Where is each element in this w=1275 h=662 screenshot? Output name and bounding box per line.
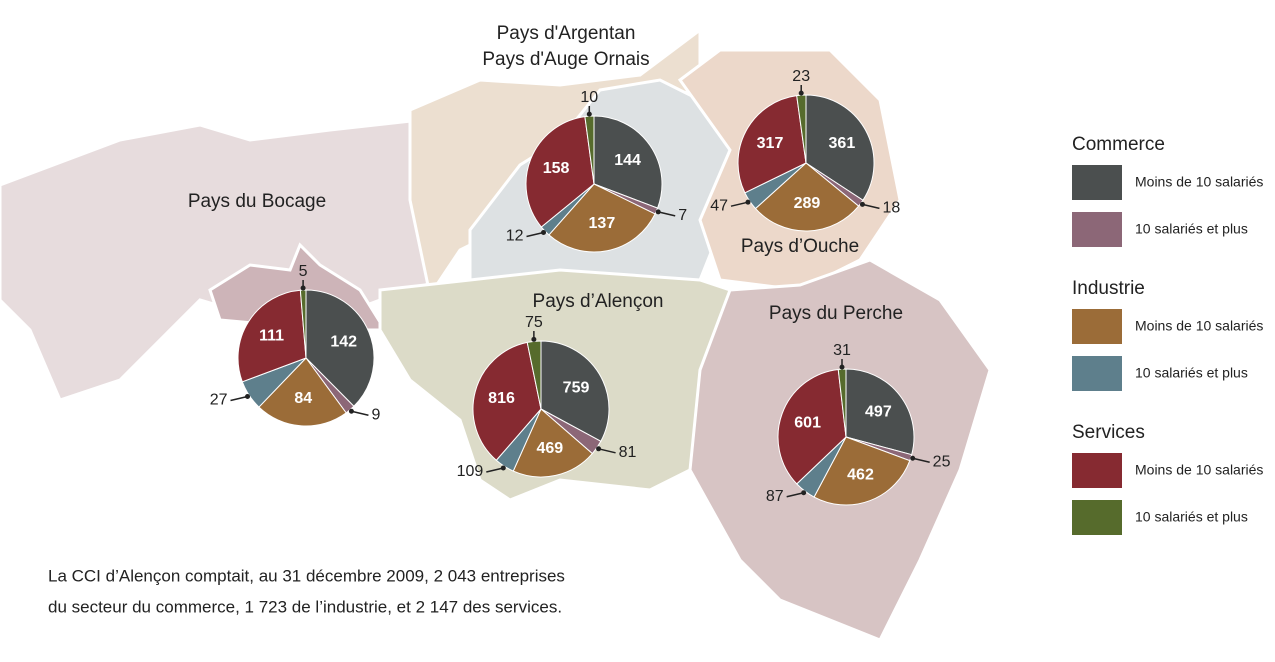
legend-label: 10 salariés et plus (1135, 365, 1248, 381)
leader-dot (859, 201, 865, 207)
slice-label: 361 (829, 135, 856, 152)
legend-swatch (1072, 165, 1122, 200)
leader-dot (300, 285, 306, 291)
leader-dot (910, 455, 916, 461)
pie-slice (305, 289, 375, 407)
leader-line (912, 457, 930, 464)
pie-slice (472, 341, 542, 461)
leader-dot (596, 446, 602, 452)
slice-label: 47 (710, 197, 728, 214)
leader-dot (541, 229, 547, 235)
slice-label: 137 (589, 215, 616, 232)
legend-label: Moins de 10 salariés (1135, 462, 1263, 478)
legend-title: Commerce (1072, 134, 1165, 155)
slice-label: 144 (614, 152, 641, 169)
leader-line (658, 211, 676, 217)
pie-slice (777, 368, 847, 485)
leader-dot (745, 199, 751, 205)
pie-slice (237, 289, 307, 383)
note: du secteur du commerce, 1 723 de l’indus… (48, 597, 562, 616)
leader-dot (245, 393, 251, 399)
slice-label: 87 (766, 488, 784, 505)
slice-label: 7 (678, 207, 687, 224)
leader-dot (655, 209, 661, 215)
pie-slice (754, 162, 860, 232)
leader-line (486, 467, 504, 473)
region-label: Pays d’Alençon (533, 291, 664, 312)
region-label: Pays d’Ouche (741, 236, 859, 257)
slice-label: 469 (536, 440, 563, 457)
legend-label: 10 salariés et plus (1135, 221, 1248, 237)
legend-label: Moins de 10 salariés (1135, 318, 1263, 334)
pie-slice (548, 183, 656, 253)
leader-line (230, 395, 248, 402)
slice-label: 18 (882, 200, 900, 217)
leader-dot (500, 465, 506, 471)
slice-label: 10 (580, 89, 598, 106)
slice-label: 462 (847, 466, 874, 483)
slice-label: 31 (833, 342, 851, 359)
leader-dot (531, 336, 537, 342)
leader-line (730, 201, 749, 207)
slice-label: 601 (794, 414, 821, 431)
slice-label: 84 (294, 390, 312, 407)
leader-dot (586, 111, 592, 117)
slice-label: 759 (563, 379, 590, 396)
slice-label: 317 (757, 135, 784, 152)
legend-swatch (1072, 500, 1122, 535)
legend-swatch (1072, 356, 1122, 391)
slice-label: 111 (259, 327, 284, 344)
legend-label: Moins de 10 salariés (1135, 174, 1263, 190)
legend-title: Industrie (1072, 278, 1145, 299)
pie-slice (813, 436, 911, 506)
leader-dot (348, 408, 354, 414)
slice-label: 109 (457, 463, 484, 480)
pie-slice (258, 357, 347, 427)
region-label: Pays du Perche (769, 303, 903, 324)
pie-slice (737, 95, 807, 194)
slice-label: 75 (525, 314, 543, 331)
pie-slice (525, 116, 595, 228)
pie-slice (512, 408, 594, 478)
slice-label: 25 (933, 454, 951, 471)
region-label: Pays d'Auge Ornais (482, 49, 649, 70)
legend-swatch (1072, 212, 1122, 247)
leader-line (862, 203, 880, 210)
region-label: Pays d'Argentan (497, 23, 636, 44)
leader-line (351, 410, 369, 416)
legend-title: Services (1072, 422, 1145, 443)
legend-label: 10 salariés et plus (1135, 509, 1248, 525)
pie-slice (540, 340, 610, 442)
slice-label: 816 (488, 390, 515, 407)
pie-slice (845, 368, 915, 456)
leader-dot (839, 364, 845, 370)
slice-label: 289 (794, 195, 821, 212)
leader-dot (801, 490, 807, 496)
leader-line (786, 492, 804, 498)
slice-label: 142 (330, 334, 357, 351)
legend-swatch (1072, 453, 1122, 488)
slice-label: 497 (865, 403, 892, 420)
leader-line (526, 231, 544, 238)
slice-label: 158 (543, 160, 570, 177)
pie-slice (593, 115, 663, 209)
slice-label: 27 (210, 392, 228, 409)
slice-label: 5 (299, 263, 308, 280)
leader-line (598, 448, 616, 454)
legend-swatch (1072, 309, 1122, 344)
slice-label: 81 (619, 444, 637, 461)
slice-label: 12 (506, 228, 524, 245)
note: La CCI d’Alençon comptait, au 31 décembr… (48, 566, 565, 585)
slice-label: 9 (371, 406, 380, 423)
slice-label: 23 (792, 68, 810, 85)
leader-dot (798, 90, 804, 96)
region-label: Pays du Bocage (188, 191, 326, 212)
